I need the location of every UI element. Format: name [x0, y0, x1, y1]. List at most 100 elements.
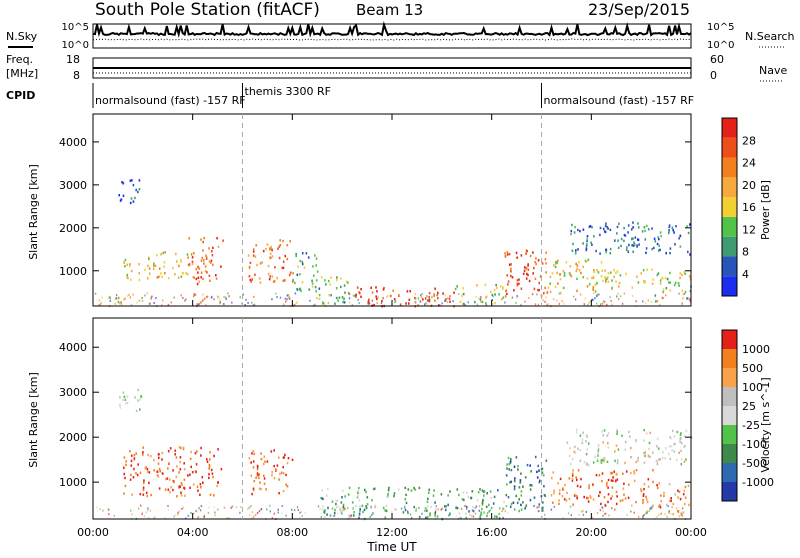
- range-gate-cell: [156, 276, 159, 279]
- range-gate-cell: [167, 277, 170, 280]
- range-gate-cell: [588, 486, 590, 490]
- range-gate-cell: [125, 460, 127, 463]
- range-gate-cell: [605, 512, 607, 515]
- range-gate-cell: [214, 511, 216, 514]
- range-gate-cell: [529, 498, 532, 502]
- colorbar-tick-label: 1000: [742, 343, 770, 356]
- range-gate-cell: [252, 254, 255, 257]
- range-gate-cell: [376, 301, 379, 304]
- range-gate-cell: [538, 510, 540, 513]
- range-gate-cell: [541, 471, 544, 474]
- nsearch-label: N.Search: [745, 30, 795, 43]
- range-gate-cell: [153, 262, 155, 265]
- range-gate-cell: [561, 495, 564, 498]
- range-gate-cell: [142, 453, 144, 456]
- range-gate-cell: [482, 499, 484, 502]
- range-gate-cell: [495, 284, 497, 287]
- range-gate-cell: [336, 506, 338, 509]
- range-gate-cell: [516, 282, 519, 285]
- range-gate-cell: [481, 503, 484, 506]
- range-gate-cell: [678, 284, 680, 287]
- range-gate-cell: [176, 495, 178, 498]
- range-gate-cell: [227, 292, 229, 295]
- range-gate-cell: [461, 498, 464, 501]
- range-gate-cell: [549, 282, 551, 285]
- range-gate-cell: [683, 489, 686, 492]
- range-gate-cell: [373, 303, 375, 307]
- range-gate-cell: [282, 260, 285, 263]
- range-gate-cell: [593, 235, 595, 238]
- range-gate-cell: [555, 299, 558, 302]
- range-gate-cell: [582, 242, 584, 245]
- range-gate-cell: [502, 516, 504, 519]
- range-gate-cell: [606, 226, 609, 229]
- range-gate-cell: [670, 497, 672, 500]
- range-gate-cell: [402, 511, 405, 514]
- range-gate-cell: [486, 514, 488, 518]
- range-gate-cell: [496, 286, 498, 290]
- range-gate-cell: [279, 239, 281, 242]
- range-gate-cell: [572, 472, 574, 475]
- range-gate-cell: [631, 244, 633, 247]
- range-gate-cell: [588, 225, 591, 228]
- range-gate-cell: [429, 514, 431, 517]
- range-gate-cell: [483, 490, 486, 493]
- range-gate-cell: [586, 277, 589, 280]
- range-gate-cell: [208, 247, 210, 250]
- power-colorbar-label: Power [dB]: [759, 180, 772, 240]
- range-gate-cell: [572, 242, 574, 246]
- range-gate-cell: [687, 484, 690, 488]
- range-gate-cell: [141, 511, 143, 514]
- range-gate-cell: [427, 497, 429, 500]
- range-gate-cell: [362, 510, 364, 514]
- range-gate-cell: [583, 461, 586, 464]
- range-gate-cell: [366, 496, 369, 499]
- range-gate-cell: [188, 263, 191, 266]
- range-gate-cell: [418, 486, 421, 490]
- range-gate-cell: [602, 509, 604, 512]
- range-gate-cell: [375, 286, 377, 289]
- colorbar-swatch: [722, 387, 737, 406]
- range-gate-cell: [635, 500, 637, 504]
- range-gate-cell: [139, 492, 142, 496]
- range-gate-cell: [611, 495, 613, 498]
- range-gate-cell: [491, 506, 493, 509]
- range-gate-cell: [139, 408, 141, 411]
- range-gate-cell: [600, 502, 602, 506]
- range-gate-cell: [250, 461, 252, 464]
- range-gate-cell: [335, 296, 338, 300]
- range-gate-cell: [454, 287, 457, 291]
- range-gate-cell: [658, 237, 660, 241]
- range-gate-cell: [652, 504, 655, 507]
- range-gate-cell: [196, 282, 199, 286]
- range-gate-cell: [331, 500, 334, 503]
- range-gate-cell: [642, 493, 645, 496]
- colorbar-swatch: [722, 157, 737, 178]
- range-gate-cell: [636, 238, 639, 241]
- range-gate-cell: [314, 254, 316, 257]
- range-gate-cell: [193, 276, 195, 279]
- range-gate-cell: [420, 294, 422, 297]
- range-gate-cell: [444, 299, 446, 302]
- range-gate-cell: [180, 294, 182, 297]
- range-gate-cell: [625, 272, 627, 276]
- range-gate-cell: [573, 295, 575, 298]
- range-gate-cell: [607, 227, 609, 230]
- range-gate-cell: [668, 281, 670, 284]
- range-gate-cell: [409, 290, 411, 293]
- range-gate-cell: [418, 506, 420, 509]
- range-gate-cell: [299, 259, 301, 263]
- range-gate-cell: [623, 233, 626, 237]
- range-gate-cell: [586, 238, 588, 241]
- colorbar-swatch: [722, 236, 737, 257]
- range-gate-cell: [668, 483, 671, 486]
- range-gate-cell: [198, 280, 200, 283]
- range-gate-cell: [609, 247, 612, 251]
- range-gate-cell: [410, 489, 413, 492]
- range-gate-cell: [668, 510, 670, 513]
- range-gate-cell: [193, 293, 195, 296]
- range-gate-cell: [200, 300, 203, 303]
- range-gate-cell: [134, 196, 136, 200]
- range-gate-cell: [645, 511, 648, 514]
- range-gate-cell: [408, 302, 410, 305]
